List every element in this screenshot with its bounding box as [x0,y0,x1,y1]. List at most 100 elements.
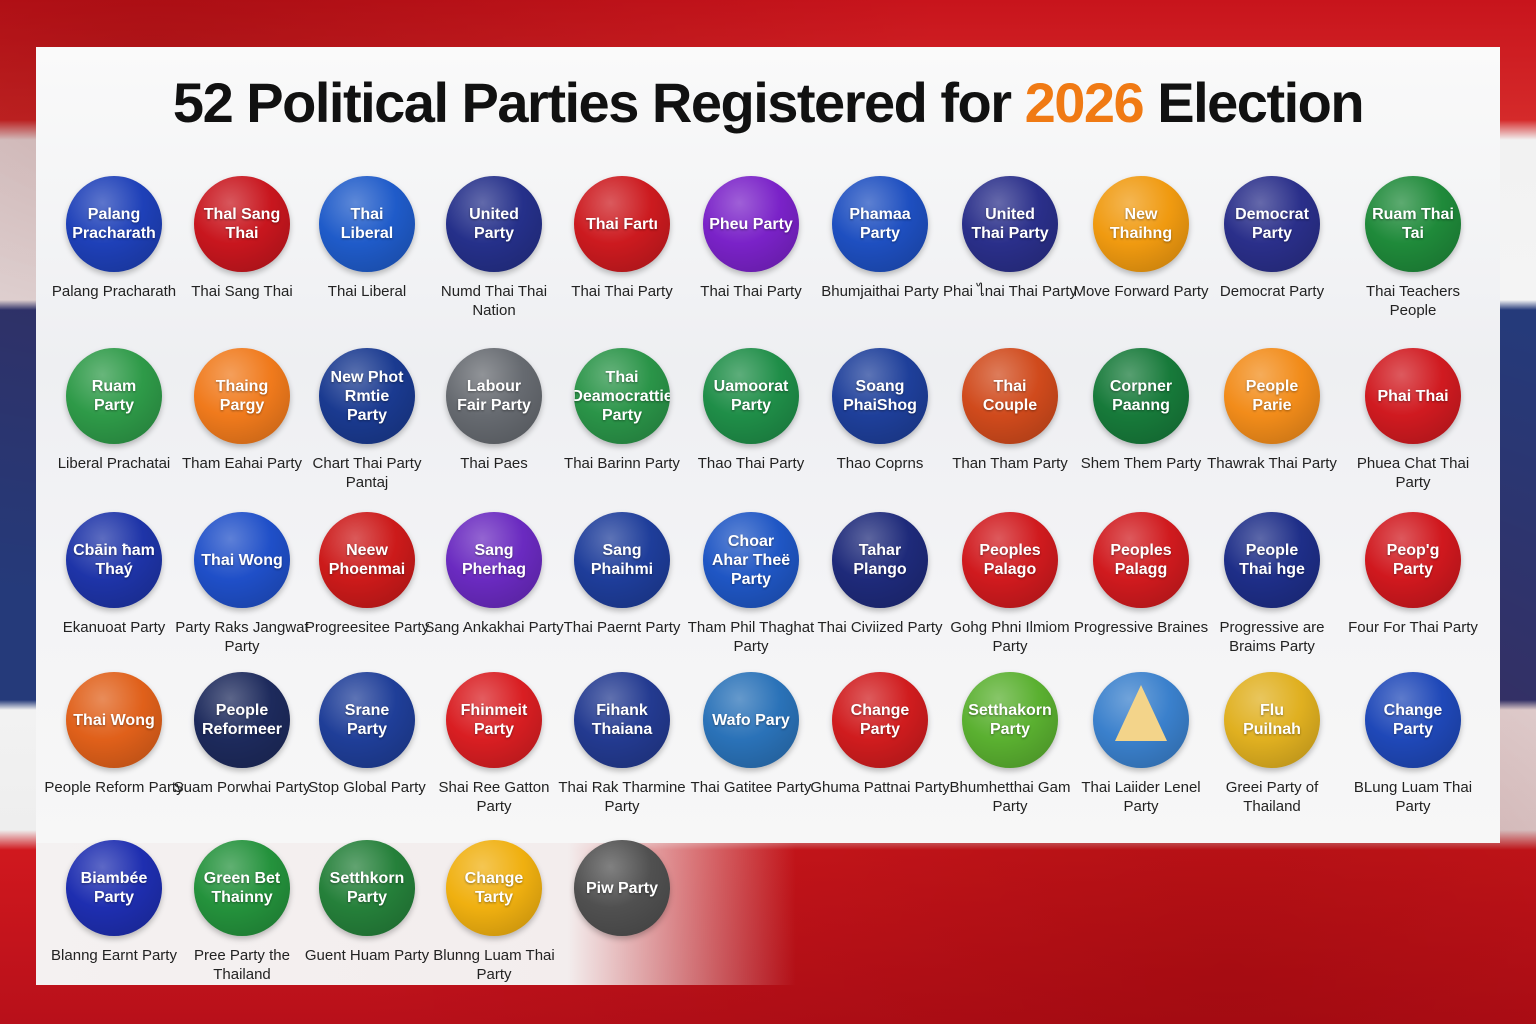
party-name: Thai Rak Tharmine Party [558,779,686,815]
party-name: Thai Liberal [327,283,407,300]
party-logo: Thai Wong [194,512,290,608]
party-logo: Tahar Plango [832,512,928,608]
party-logo: Thaing Pargy [194,348,290,444]
party-name: Stop Global Party [308,779,426,796]
party-name: Greei Party of Thailand [1225,779,1319,815]
party-name: Tham Eahai Party [181,455,303,472]
party-name: Thai Thai Party [700,283,802,300]
party-name: Thai Sang Thai [191,283,293,300]
party-logo: Choar Ahar Theë Party [703,512,799,608]
party-logo-text: Thaing Pargy [215,378,269,414]
party-logo: Peoples Palagg [1093,512,1189,608]
party-item: Thai Liberal Thai Liberal [297,176,437,301]
party-name: Progressive Braines [1073,619,1209,636]
party-logo: Uamoorat Party [703,348,799,444]
party-logo-text: Democrat Party [1235,206,1309,242]
party-logo: Thai Couple [962,348,1058,444]
party-name: Than Tham Party [952,455,1068,472]
party-name: Four For Thai Party [1348,619,1478,636]
party-logo: Change Party [832,672,928,768]
party-name: Palang Pracharath [51,283,177,300]
party-logo-text: Neew Phoenmai [328,542,406,578]
party-item: Thaing Pargy Tham Eahai Party [172,348,312,473]
party-item: Thai Wong People Reform Party [44,672,184,797]
party-name: Gohg Phni Ilmiom Party [950,619,1070,655]
party-logo-text: Wafo Pary [712,711,790,729]
party-logo: Corpner Paanng [1093,348,1189,444]
party-logo: Labour Fair Party [446,348,542,444]
party-logo-text: Ruam Party [91,378,137,414]
party-name: Party Raks Jangwat Party [175,619,309,655]
party-logo-text: Flu Puilnah [1243,702,1301,738]
party-logo-text: Fhinmeit Party [460,702,528,738]
party-name: Suam Porwhai Party [173,779,311,796]
party-logo [1093,672,1189,768]
party-logo-text: Change Party [1383,702,1443,738]
party-name: Thai Laiider Lenel Party [1081,779,1201,815]
party-logo-text: Peoples Palagg [1110,542,1172,578]
party-name: Progressive are Braims Party [1219,619,1325,655]
party-name: Shai Ree Gatton Party [438,779,550,815]
party-logo: Sang Phaihmi [574,512,670,608]
party-name: Thao Coprns [836,455,924,472]
party-logo: Srane Party [319,672,415,768]
content-panel-lower [36,843,796,985]
party-logo: United Thai Party [962,176,1058,272]
party-logo: Piw Party [574,840,670,936]
party-item: Soang PhaiShog Thao Coprns [810,348,950,473]
party-logo-text: Srane Party [344,702,390,738]
party-logo: Biambée Party [66,840,162,936]
party-item: Pheu Party Thai Thai Party [681,176,821,301]
party-logo-text: Setthkorn Party [329,870,405,906]
party-item: Fhinmeit Party Shai Ree Gatton Party [424,672,564,816]
party-logo-text: Soang PhaiShog [843,378,917,414]
party-logo-text: Uamoorat Party [713,378,789,414]
party-item: Phamaa Party Bhumjaithai Party [810,176,950,301]
party-logo-text: Thai Wong [73,711,155,729]
party-item: Change Party Ghuma Pattnai Party [810,672,950,797]
party-logo-text: Sang Pherhag [461,542,526,578]
party-name: BLung Luam Thai Party [1353,779,1473,815]
party-name: Thai Paernt Party [563,619,681,636]
party-item: Green Bet Thainny Pree Party the Thailand [172,840,312,984]
party-logo: Change Tarty [446,840,542,936]
party-item: Srane Party Stop Global Party [297,672,437,797]
party-logo-text: Change Party [850,702,910,738]
party-name: Bhumhetthai Gam Party [949,779,1071,815]
party-item: Flu Puilnah Greei Party of Thailand [1202,672,1342,816]
party-item: Neew Phoenmai Progreesitee Party [297,512,437,637]
party-item: Labour Fair Party Thai Paes [424,348,564,473]
party-logo-text: People Thai hge [1239,542,1305,578]
party-item: Thai Deamocrattie Party Thai Barinn Party [552,348,692,473]
party-logo: Soang PhaiShog [832,348,928,444]
party-logo-text: Piw Party [585,879,659,897]
party-logo: Democrat Party [1224,176,1320,272]
party-item: Wafo Pary Thai Gatitee Party [681,672,821,797]
party-logo-text: Thai Liberal [340,206,394,242]
party-item: People Parie Thawrak Thai Party [1202,348,1342,473]
party-item: Phai Thai Phuea Chat Thai Party [1343,348,1483,492]
party-item: Cbāin ħam Thaý Ekanuoat Party [44,512,184,637]
party-item: People Reformeer Suam Porwhai Party [172,672,312,797]
party-logo-text: United Thai Party [971,206,1049,242]
party-logo-text: Green Bet Thainny [203,870,281,906]
party-logo: Green Bet Thainny [194,840,290,936]
title-year: 2026 [1024,71,1145,134]
party-logo-text: Phamaa Party [849,206,911,242]
party-item: Thai Wong Party Raks Jangwat Party [172,512,312,656]
party-item: Setthkorn Party Guent Huam Party [297,840,437,965]
party-item: Sang Pherhag Sang Ankakhai Party [424,512,564,637]
party-name: Thai Gatitee Party [690,779,812,796]
party-logo-text: Biambée Party [80,870,148,906]
party-logo-text: Thai Fartı [585,215,658,233]
party-item: People Thai hge Progressive are Braims Pa… [1202,512,1342,656]
party-logo: Setthkorn Party [319,840,415,936]
party-item: Thal Sang Thai Thai Sang Thai [172,176,312,301]
party-item: Ruam Thai Tai Thai Teachers People [1343,176,1483,320]
party-name: Ghuma Pattnai Party [810,779,950,796]
party-logo: Phai Thai [1365,348,1461,444]
party-logo: Flu Puilnah [1224,672,1320,768]
party-logo: Ruam Thai Tai [1365,176,1461,272]
party-logo: Palang Pracharath [66,176,162,272]
party-name: Bhumjaithai Party [821,283,939,300]
